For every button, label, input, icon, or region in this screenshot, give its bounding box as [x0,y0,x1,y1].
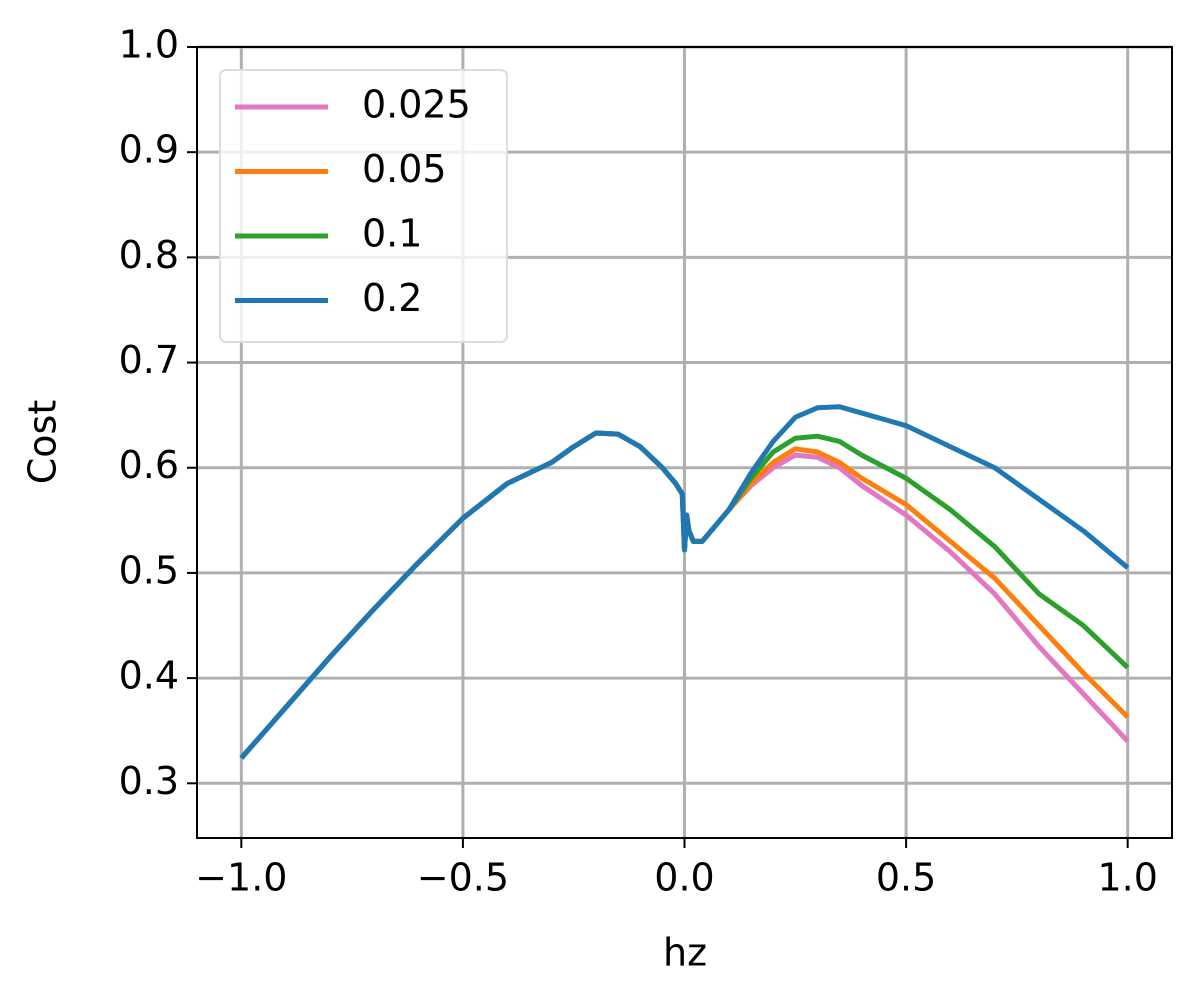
x-tick-label: −0.5 [417,856,509,900]
y-tick-label: 0.7 [119,338,179,382]
y-tick-label: 0.3 [119,759,179,803]
x-tick-label: 0.0 [654,856,714,900]
legend-label: 0.025 [362,83,471,127]
y-tick-label: 0.8 [119,233,179,277]
x-tick-label: −1.0 [195,856,287,900]
y-tick-label: 0.6 [119,443,179,487]
y-axis-label: Cost [21,400,65,484]
x-axis-label: hz [663,931,707,975]
x-tick-label: 0.5 [876,856,936,900]
legend-box [219,69,508,343]
x-tick-label: 1.0 [1097,856,1157,900]
y-tick-label: 1.0 [119,23,179,67]
plot-frame [196,46,1173,839]
y-tick-label: 0.4 [119,654,179,698]
legend-label: 0.05 [362,147,447,191]
y-tick-label: 0.5 [119,548,179,592]
legend-label: 0.2 [362,276,422,320]
line [239,404,1130,760]
y-tick-label: 0.9 [119,128,179,172]
legend-label: 0.1 [362,212,422,256]
